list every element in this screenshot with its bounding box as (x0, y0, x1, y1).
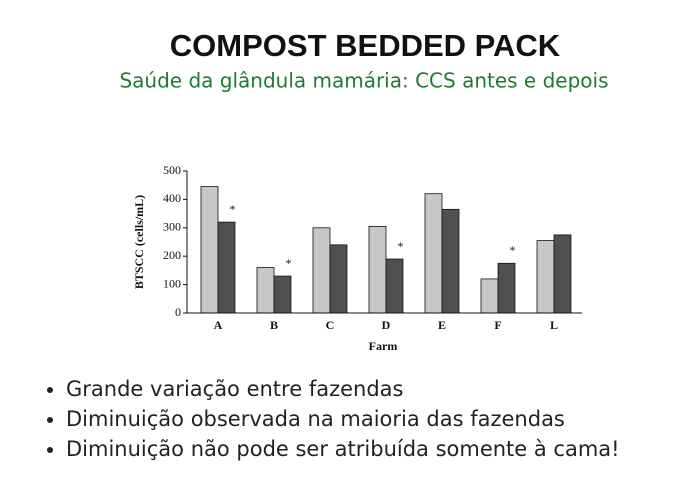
significance-label: * (286, 256, 292, 270)
bar (273, 275, 292, 314)
x-tick-label: C (326, 318, 335, 332)
bar (329, 244, 348, 314)
x-tick-label: D (382, 318, 391, 332)
bar (385, 258, 404, 314)
bar (217, 221, 236, 314)
bullet-dot (47, 387, 53, 393)
bar (200, 186, 219, 314)
significance-label: * (510, 243, 516, 257)
x-tick-label: F (494, 318, 501, 332)
y-tick-label: 100 (163, 276, 181, 290)
x-tick-label: L (550, 318, 558, 332)
chart: BTSCC (cells/mL) Farm 0 100 200 300 400 500 A *… (132, 163, 582, 353)
bar (553, 234, 572, 314)
bar (441, 208, 460, 314)
y-tick-label: 0 (175, 305, 181, 319)
bullet-text: Diminuição observada na maioria das faze… (66, 407, 565, 431)
x-tick-label: B (270, 318, 278, 332)
bar (497, 262, 516, 314)
y-axis-label: BTSCC (cells/mL) (132, 195, 146, 289)
bar (256, 267, 275, 314)
y-tick-label: 300 (163, 220, 181, 234)
bullet-text: Grande variação entre fazendas (66, 377, 403, 401)
y-tick-label: 400 (163, 191, 181, 205)
bar (480, 278, 499, 314)
bar (536, 240, 555, 314)
y-tick-label: 500 (163, 163, 181, 177)
bullet-dot (47, 447, 53, 453)
x-tick-label: E (438, 318, 446, 332)
y-tick-label: 200 (163, 248, 181, 262)
slide-title: COMPOST BEDDED PACK (170, 28, 561, 63)
bullet-dot (47, 417, 53, 423)
slide-subtitle: Saúde da glândula mamária: CCS antes e d… (119, 69, 608, 93)
bullet-list: Grande variação entre fazendas Diminuição… (47, 377, 620, 461)
x-axis-label: Farm (369, 339, 398, 353)
bar (424, 193, 443, 314)
significance-label: * (230, 202, 236, 216)
bar (368, 225, 387, 314)
significance-label: * (398, 239, 404, 253)
bar (312, 227, 331, 314)
x-tick-label: A (214, 318, 223, 332)
bullet-text: Diminuição não pode ser atribuída soment… (66, 437, 620, 461)
